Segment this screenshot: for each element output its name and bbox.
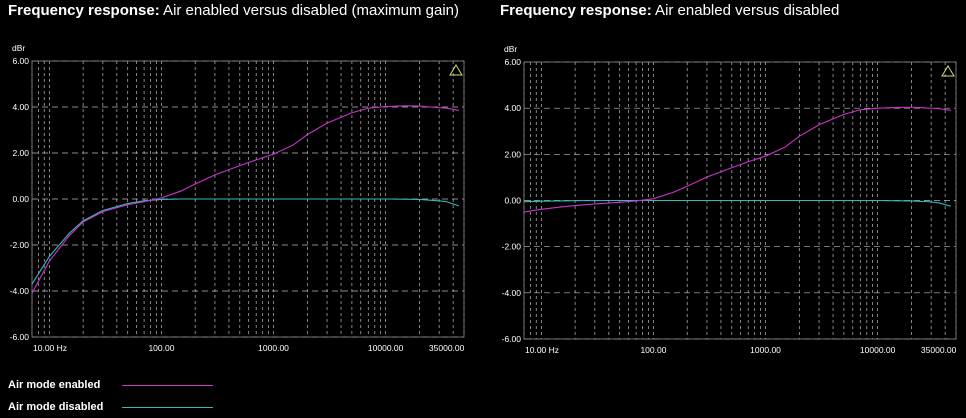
- y-tick-label: 6.00: [12, 56, 29, 66]
- x-tick-label: 1000.00: [258, 343, 289, 353]
- chart-title-right-rest: Air enabled versus disabled: [651, 2, 840, 19]
- y-tick-label: 4.00: [12, 102, 29, 112]
- x-tick-label: 35000.00: [429, 343, 465, 353]
- y-tick-label: -2.00: [10, 240, 30, 250]
- y-tick-label: -4.00: [502, 288, 522, 298]
- y-tick-label: -6.00: [502, 334, 522, 344]
- y-tick-label: 6.00: [504, 57, 521, 67]
- y-tick-label: 4.00: [504, 103, 521, 113]
- x-tick-label: 10.00 Hz: [33, 343, 67, 353]
- warning-triangle-icon: [941, 65, 955, 77]
- chart-title-right-bold: Frequency response:: [500, 2, 652, 19]
- chart-title-right: Frequency response: Air enabled versus d…: [500, 2, 839, 19]
- chart-title-left-bold: Frequency response:: [8, 2, 160, 19]
- series-line-enabled: [523, 106, 951, 213]
- legend-label-enabled: Air mode enabled: [8, 379, 101, 391]
- legend-item-enabled: Air mode enabled: [8, 379, 100, 391]
- legend-swatch-enabled: [122, 385, 213, 386]
- y-tick-label: 0.00: [504, 196, 521, 206]
- chart-title-left: Frequency response: Air enabled versus d…: [8, 2, 459, 19]
- y-tick-label: 2.00: [12, 148, 29, 158]
- y-tick-label: -4.00: [10, 286, 30, 296]
- plot-frame: [31, 60, 465, 338]
- warning-triangle-icon: [449, 64, 463, 76]
- series-line-enabled: [31, 105, 459, 294]
- y-axis-label: dBr: [504, 44, 517, 54]
- y-tick-label: -2.00: [502, 242, 522, 252]
- x-tick-label: 35000.00: [921, 345, 957, 355]
- x-tick-label: 10000.00: [368, 343, 404, 353]
- legend-item-disabled: Air mode disabled: [8, 401, 103, 413]
- x-tick-label: 100.00: [148, 343, 174, 353]
- series-line-disabled: [523, 199, 952, 207]
- x-tick-label: 100.00: [640, 345, 666, 355]
- plot-frame: [523, 61, 957, 340]
- x-tick-label: 10000.00: [860, 345, 896, 355]
- y-axis-label: dBr: [12, 43, 25, 53]
- y-tick-label: 0.00: [12, 194, 29, 204]
- chart-title-left-rest: Air enabled versus disabled (maximum gai…: [159, 2, 460, 19]
- y-tick-label: 2.00: [504, 149, 521, 159]
- series-line-disabled: [31, 198, 460, 285]
- legend-label-disabled: Air mode disabled: [8, 401, 104, 413]
- legend-swatch-disabled: [122, 407, 213, 408]
- y-tick-label: -6.00: [10, 332, 30, 342]
- x-tick-label: 1000.00: [750, 345, 781, 355]
- x-tick-label: 10.00 Hz: [525, 345, 559, 355]
